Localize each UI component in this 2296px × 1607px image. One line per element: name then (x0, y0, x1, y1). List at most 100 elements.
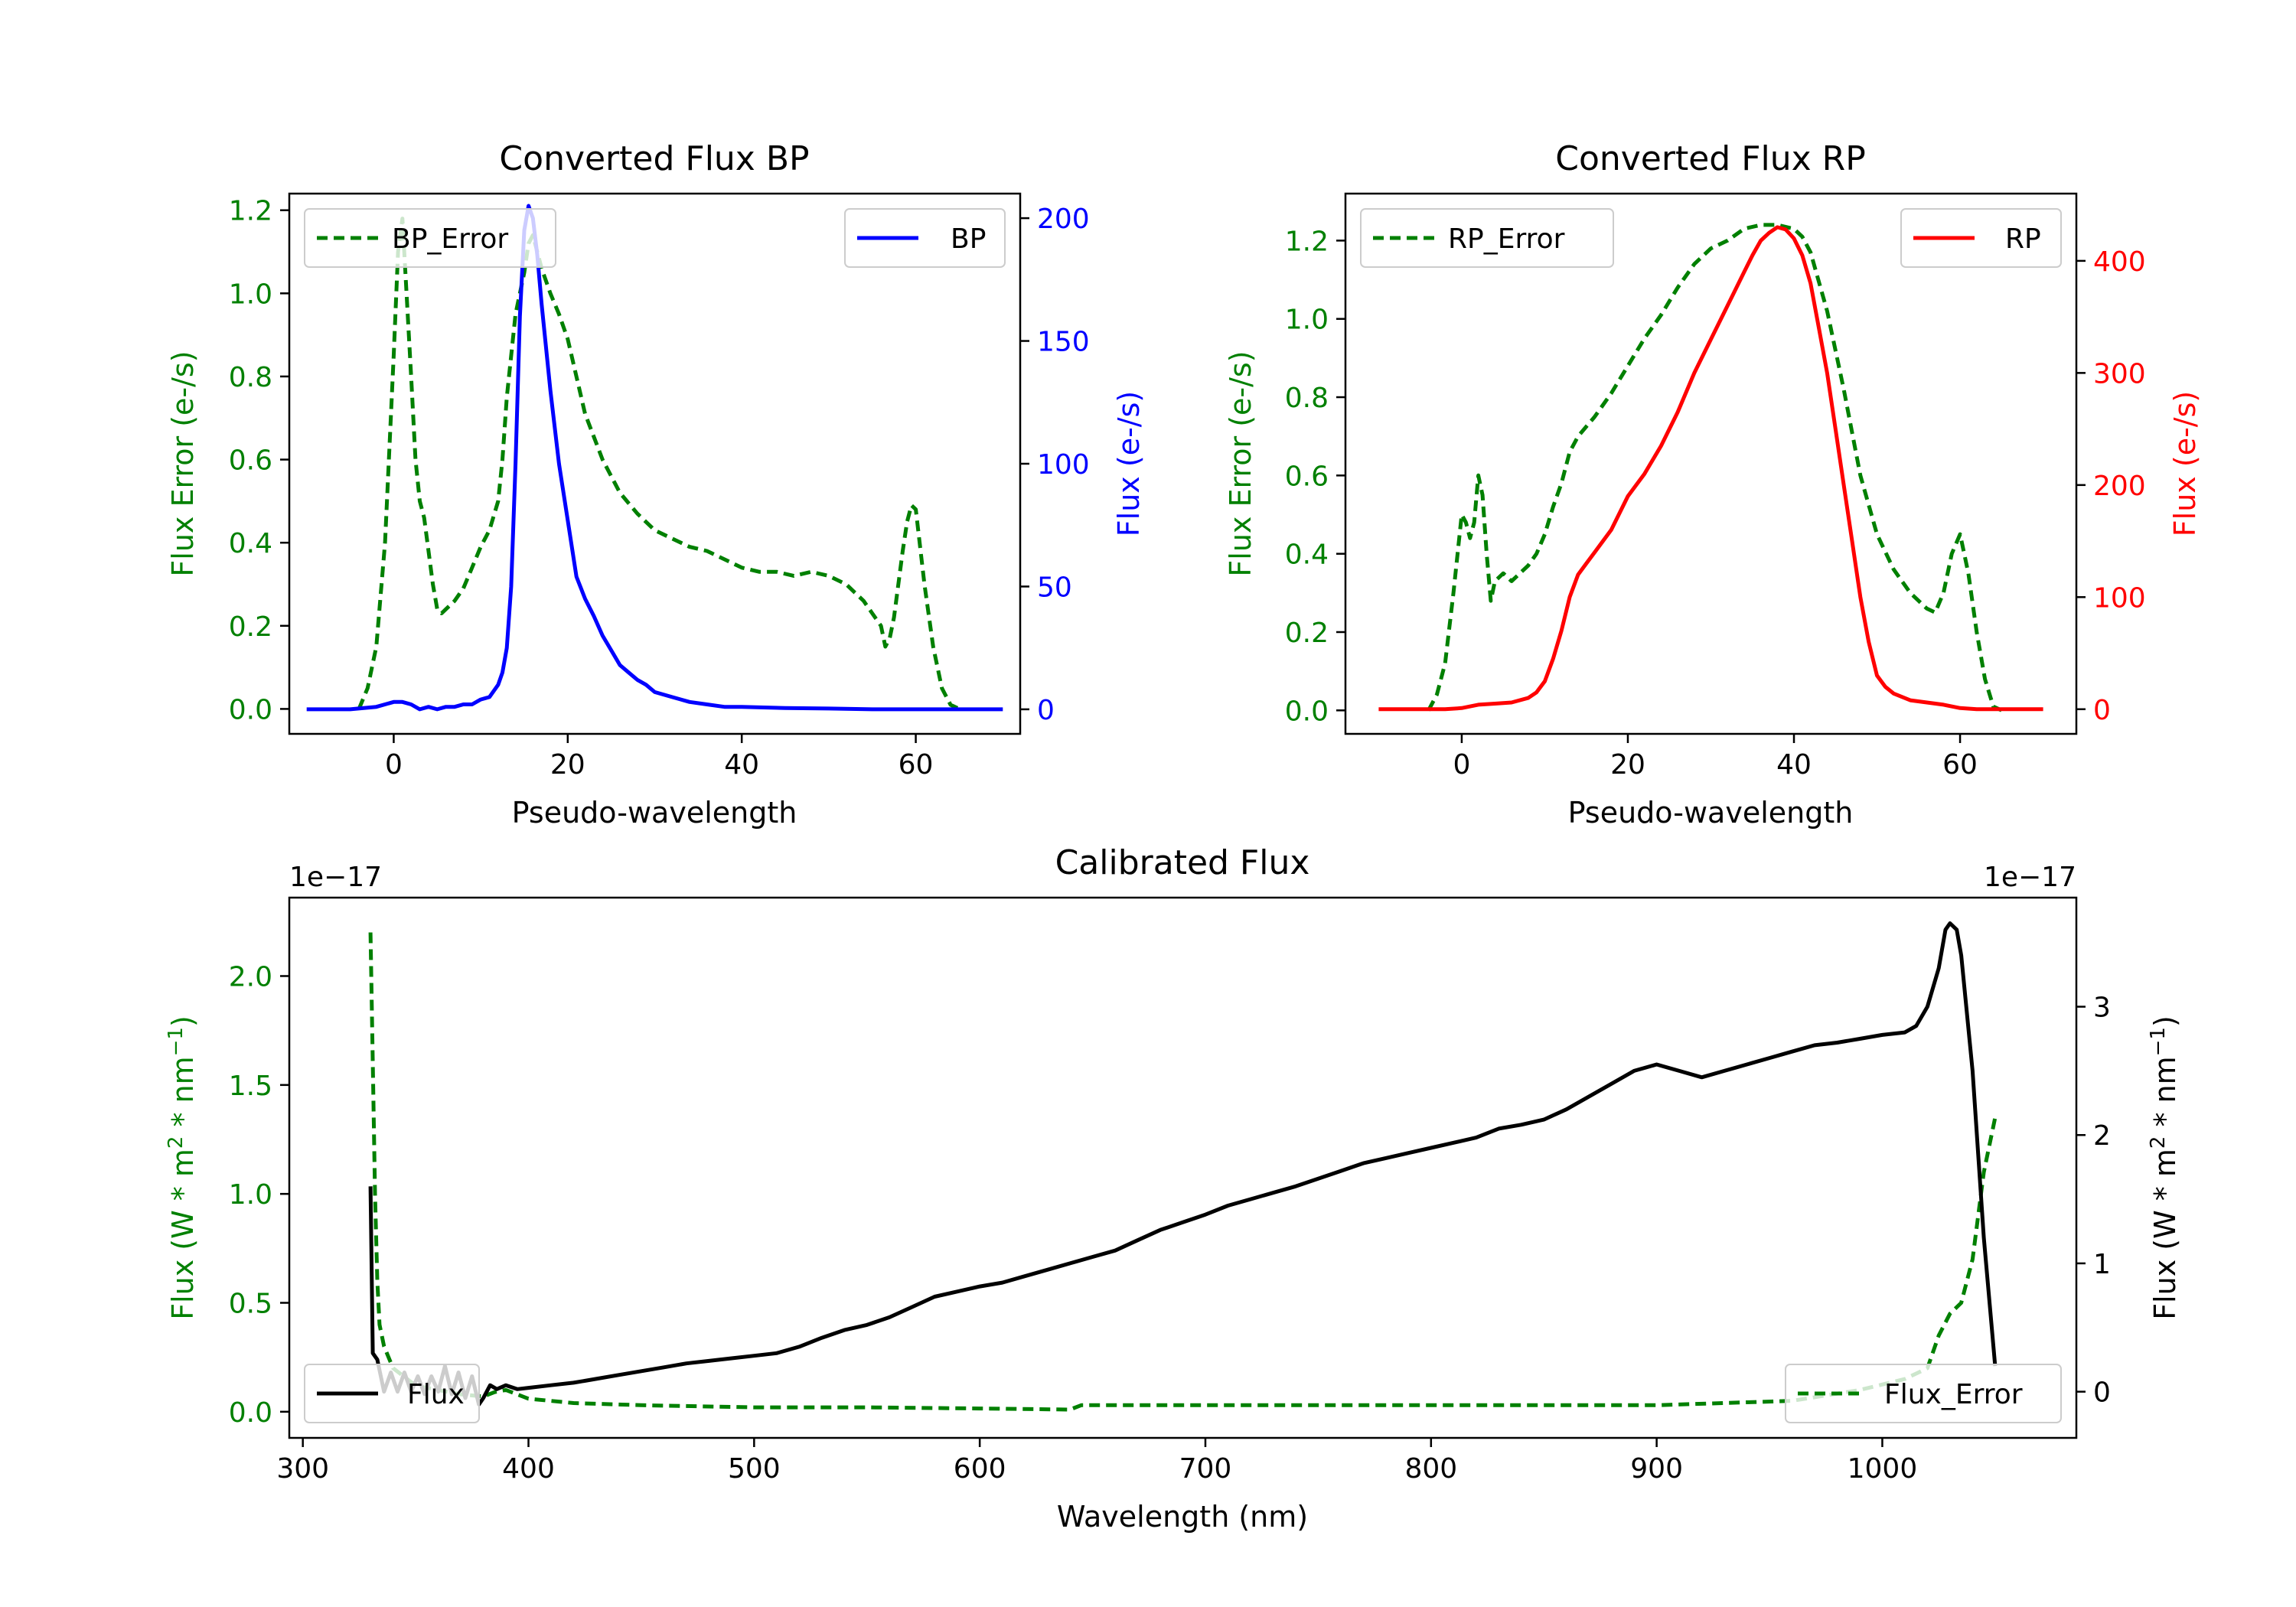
legend-right: Flux_Error (1785, 1364, 2062, 1423)
label-superscript: −1 (2147, 1027, 2170, 1056)
left-y-tick-label: 1.0 (229, 1179, 272, 1211)
right-y-offset-text: 1e−17 (1984, 862, 2076, 893)
left-y-tick-label: 0.0 (229, 694, 272, 725)
right-y-tick-label: 400 (2093, 246, 2146, 278)
legend-label-bp-error: BP_Error (392, 223, 508, 255)
x-tick-label: 20 (550, 749, 585, 781)
legend-label-rp: RP (2005, 223, 2041, 255)
right-y-axis-label: Flux (e-/s) (1112, 391, 1146, 536)
plot-frame (288, 896, 2078, 1439)
right-y-tick-label: 0 (2093, 1377, 2111, 1409)
left-y-tick-label: 0.5 (229, 1289, 272, 1320)
left-y-tick-label: 1.0 (1285, 305, 1329, 336)
right-y-tick-label: 1 (2093, 1249, 2111, 1280)
left-y-axis-label: Flux Error (e-/s) (166, 350, 200, 576)
x-tick-label: 900 (1630, 1453, 1683, 1485)
x-axis-label: Wavelength (nm) (1057, 1500, 1308, 1534)
legend-frame (844, 208, 1006, 268)
left-y-tick-label: 0.2 (1285, 618, 1329, 649)
x-tick-label: 500 (728, 1453, 781, 1485)
left-y-tick-label: 0.4 (229, 528, 272, 559)
right-y-tick-label: 150 (1037, 327, 1090, 358)
right-y-tick-label: 100 (2093, 582, 2146, 614)
x-tick-label: 0 (385, 749, 403, 781)
left-y-tick-label: 1.2 (229, 196, 272, 227)
series-line-bp (306, 204, 1003, 712)
left-y-tick-label: 1.2 (1285, 226, 1329, 257)
left-y-tick-label: 0.2 (229, 611, 272, 643)
left-y-tick-label: 2.0 (229, 961, 272, 993)
legend-label-rp-error: RP_Error (1448, 223, 1565, 255)
label-part: * nm (166, 1056, 200, 1136)
left-y-tick-label: 0.0 (1285, 696, 1329, 727)
left-y-tick-label: 1.5 (229, 1071, 272, 1102)
x-tick-label: 600 (954, 1453, 1006, 1485)
x-tick-label: 40 (1776, 749, 1812, 781)
x-tick-label: 20 (1610, 749, 1645, 781)
chart-converted-flux-bp: Converted Flux BP 0 20 40 60 0.0 0.2 0.4 0.6 0.… (166, 139, 1146, 830)
left-y-tick-label: 0.8 (1285, 383, 1329, 414)
right-y-axis-label: Flux (W * m2 * nm−1) (2147, 1015, 2182, 1320)
chart-title: Calibrated Flux (1055, 843, 1310, 882)
right-y-axis-label: Flux (e-/s) (2168, 391, 2202, 536)
right-y-tick-label: 200 (2093, 471, 2146, 502)
left-y-tick-label: 1.0 (229, 279, 272, 310)
right-y-tick-label: 200 (1037, 204, 1090, 235)
x-tick-label: 60 (1942, 749, 1978, 781)
x-tick-label: 40 (724, 749, 759, 781)
label-superscript: 2 (2147, 1136, 2170, 1149)
left-y-tick-label: 0.6 (1285, 461, 1329, 492)
right-y-tick-label: 50 (1037, 572, 1072, 603)
legend-label-bp: BP (951, 223, 986, 255)
legend-frame (1785, 1364, 2062, 1423)
series-line-rp (1378, 225, 2043, 712)
label-part: * nm (2148, 1056, 2182, 1136)
plot-frame (1344, 192, 2078, 735)
legend-label-flux: Flux (407, 1379, 465, 1410)
legend-frame (304, 208, 556, 268)
right-y-tick-label: 2 (2093, 1120, 2111, 1152)
x-tick-label: 800 (1404, 1453, 1457, 1485)
x-tick-label: 60 (899, 749, 934, 781)
right-y-tick-label: 0 (2093, 695, 2111, 726)
series-line-bp-error (357, 217, 960, 711)
left-y-tick-label: 0.8 (229, 362, 272, 393)
legend-frame (1360, 208, 1614, 268)
left-y-axis-label: Flux Error (e-/s) (1224, 350, 1257, 576)
x-axis-label: Pseudo-wavelength (1568, 796, 1854, 830)
label-part: Flux (W * m (2148, 1149, 2182, 1320)
label-superscript: −1 (165, 1027, 188, 1056)
x-tick-label: 0 (1453, 749, 1470, 781)
right-y-tick-label: 3 (2093, 993, 2111, 1024)
x-tick-label: 700 (1179, 1453, 1232, 1485)
legend-frame (1900, 208, 2062, 268)
right-y-tick-label: 100 (1037, 449, 1090, 481)
series-line-rp-error (1427, 223, 2003, 712)
label-part: Flux (W * m (166, 1149, 200, 1320)
label-part: ) (166, 1015, 200, 1027)
left-y-tick-label: 0.4 (1285, 539, 1329, 571)
label-superscript: 2 (165, 1136, 188, 1149)
right-y-tick-label: 0 (1037, 695, 1055, 726)
left-y-tick-label: 0.6 (229, 445, 272, 477)
chart-converted-flux-rp: Converted Flux RP 0 20 40 60 0.0 0.2 0.4 0.6 0.… (1224, 139, 2202, 830)
legend-left: RP_Error (1360, 208, 1614, 268)
legend-label-flux-error: Flux_Error (1884, 1379, 2023, 1410)
legend-right: BP (844, 208, 1006, 268)
x-axis-label: Pseudo-wavelength (512, 796, 797, 830)
left-y-axis-label: Flux (W * m2 * nm−1) (165, 1015, 200, 1320)
left-y-offset-text: 1e−17 (289, 862, 382, 893)
x-tick-label: 1000 (1848, 1453, 1918, 1485)
legend-left: BP_Error (304, 208, 556, 268)
chart-title: Converted Flux RP (1555, 139, 1866, 178)
chart-calibrated-flux: Calibrated Flux 1e−17 1e−17 300 400 500 600… (165, 843, 2182, 1534)
left-y-tick-label: 0.0 (229, 1397, 272, 1429)
chart-title: Converted Flux BP (499, 139, 809, 178)
x-tick-label: 300 (276, 1453, 329, 1485)
legend-frame (304, 1364, 480, 1423)
label-part: ) (2148, 1015, 2182, 1027)
legend-right: RP (1900, 208, 2062, 268)
right-y-tick-label: 300 (2093, 358, 2146, 390)
x-tick-label: 400 (502, 1453, 555, 1485)
